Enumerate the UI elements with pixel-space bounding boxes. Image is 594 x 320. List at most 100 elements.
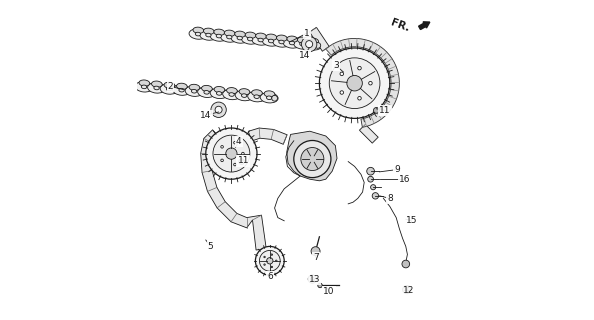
Ellipse shape [266, 34, 277, 40]
Circle shape [242, 152, 244, 155]
Ellipse shape [252, 90, 263, 96]
Ellipse shape [193, 27, 204, 33]
Circle shape [403, 285, 411, 294]
Ellipse shape [135, 82, 153, 92]
Ellipse shape [287, 36, 298, 42]
Polygon shape [326, 38, 399, 127]
Circle shape [239, 159, 245, 164]
Circle shape [302, 36, 317, 52]
Text: 16: 16 [399, 175, 411, 184]
Ellipse shape [210, 88, 228, 99]
Ellipse shape [273, 37, 290, 47]
Circle shape [276, 260, 277, 261]
Circle shape [233, 141, 236, 144]
Ellipse shape [283, 38, 301, 48]
Text: 7: 7 [313, 253, 319, 262]
Ellipse shape [235, 31, 245, 37]
Ellipse shape [189, 29, 207, 39]
Ellipse shape [239, 89, 250, 95]
Text: 1: 1 [304, 29, 309, 38]
Ellipse shape [166, 87, 172, 91]
Circle shape [402, 260, 410, 268]
Ellipse shape [226, 88, 238, 94]
Circle shape [329, 58, 380, 108]
Ellipse shape [252, 35, 270, 45]
Ellipse shape [203, 28, 214, 34]
Circle shape [306, 41, 312, 48]
Ellipse shape [201, 85, 212, 92]
Circle shape [264, 256, 266, 258]
Ellipse shape [164, 82, 175, 88]
Circle shape [371, 185, 376, 190]
Ellipse shape [225, 30, 235, 36]
Ellipse shape [220, 32, 238, 42]
Ellipse shape [255, 33, 266, 39]
Circle shape [255, 246, 284, 275]
Ellipse shape [231, 33, 249, 43]
Text: 14: 14 [299, 51, 310, 60]
Circle shape [368, 176, 374, 182]
Ellipse shape [216, 92, 222, 95]
Circle shape [311, 277, 314, 281]
Circle shape [260, 251, 280, 271]
Text: 3: 3 [333, 61, 339, 70]
Circle shape [318, 283, 323, 288]
Ellipse shape [141, 85, 147, 89]
Circle shape [271, 254, 273, 255]
Text: 13: 13 [309, 275, 320, 284]
Ellipse shape [179, 88, 184, 92]
Circle shape [358, 66, 361, 70]
Circle shape [206, 128, 257, 179]
FancyArrow shape [419, 22, 430, 29]
Ellipse shape [176, 83, 187, 89]
Ellipse shape [206, 33, 211, 37]
Ellipse shape [264, 91, 275, 97]
Text: FR.: FR. [389, 18, 410, 34]
Circle shape [340, 72, 343, 76]
Ellipse shape [223, 89, 241, 100]
Ellipse shape [254, 95, 260, 99]
Text: 2: 2 [168, 82, 173, 91]
Ellipse shape [308, 38, 318, 44]
Ellipse shape [310, 43, 315, 47]
Ellipse shape [173, 85, 191, 95]
Polygon shape [287, 131, 337, 181]
Circle shape [301, 148, 324, 171]
Polygon shape [359, 124, 378, 143]
Text: 4: 4 [236, 137, 242, 146]
Circle shape [264, 264, 266, 265]
Circle shape [226, 148, 237, 159]
Ellipse shape [267, 96, 272, 100]
Ellipse shape [237, 36, 242, 40]
Circle shape [372, 193, 378, 199]
Circle shape [366, 167, 374, 175]
Circle shape [294, 140, 331, 178]
Ellipse shape [262, 36, 280, 46]
Circle shape [340, 91, 343, 94]
Text: 11: 11 [238, 156, 249, 165]
Ellipse shape [298, 37, 308, 43]
Ellipse shape [200, 30, 217, 40]
Ellipse shape [189, 84, 200, 91]
Polygon shape [248, 128, 287, 144]
Ellipse shape [271, 95, 277, 101]
Ellipse shape [315, 43, 321, 48]
Ellipse shape [191, 89, 197, 93]
Ellipse shape [293, 39, 311, 49]
Circle shape [271, 266, 273, 268]
Ellipse shape [139, 80, 150, 86]
Circle shape [347, 76, 362, 91]
Circle shape [267, 258, 273, 264]
Text: 8: 8 [387, 194, 393, 203]
Ellipse shape [248, 37, 253, 41]
Ellipse shape [160, 84, 178, 94]
Circle shape [374, 108, 379, 113]
Ellipse shape [198, 87, 216, 98]
Circle shape [358, 97, 361, 100]
Circle shape [215, 106, 222, 113]
Ellipse shape [227, 35, 232, 39]
Circle shape [211, 102, 226, 117]
Text: 5: 5 [208, 242, 213, 251]
Circle shape [308, 275, 317, 283]
Circle shape [221, 159, 223, 162]
